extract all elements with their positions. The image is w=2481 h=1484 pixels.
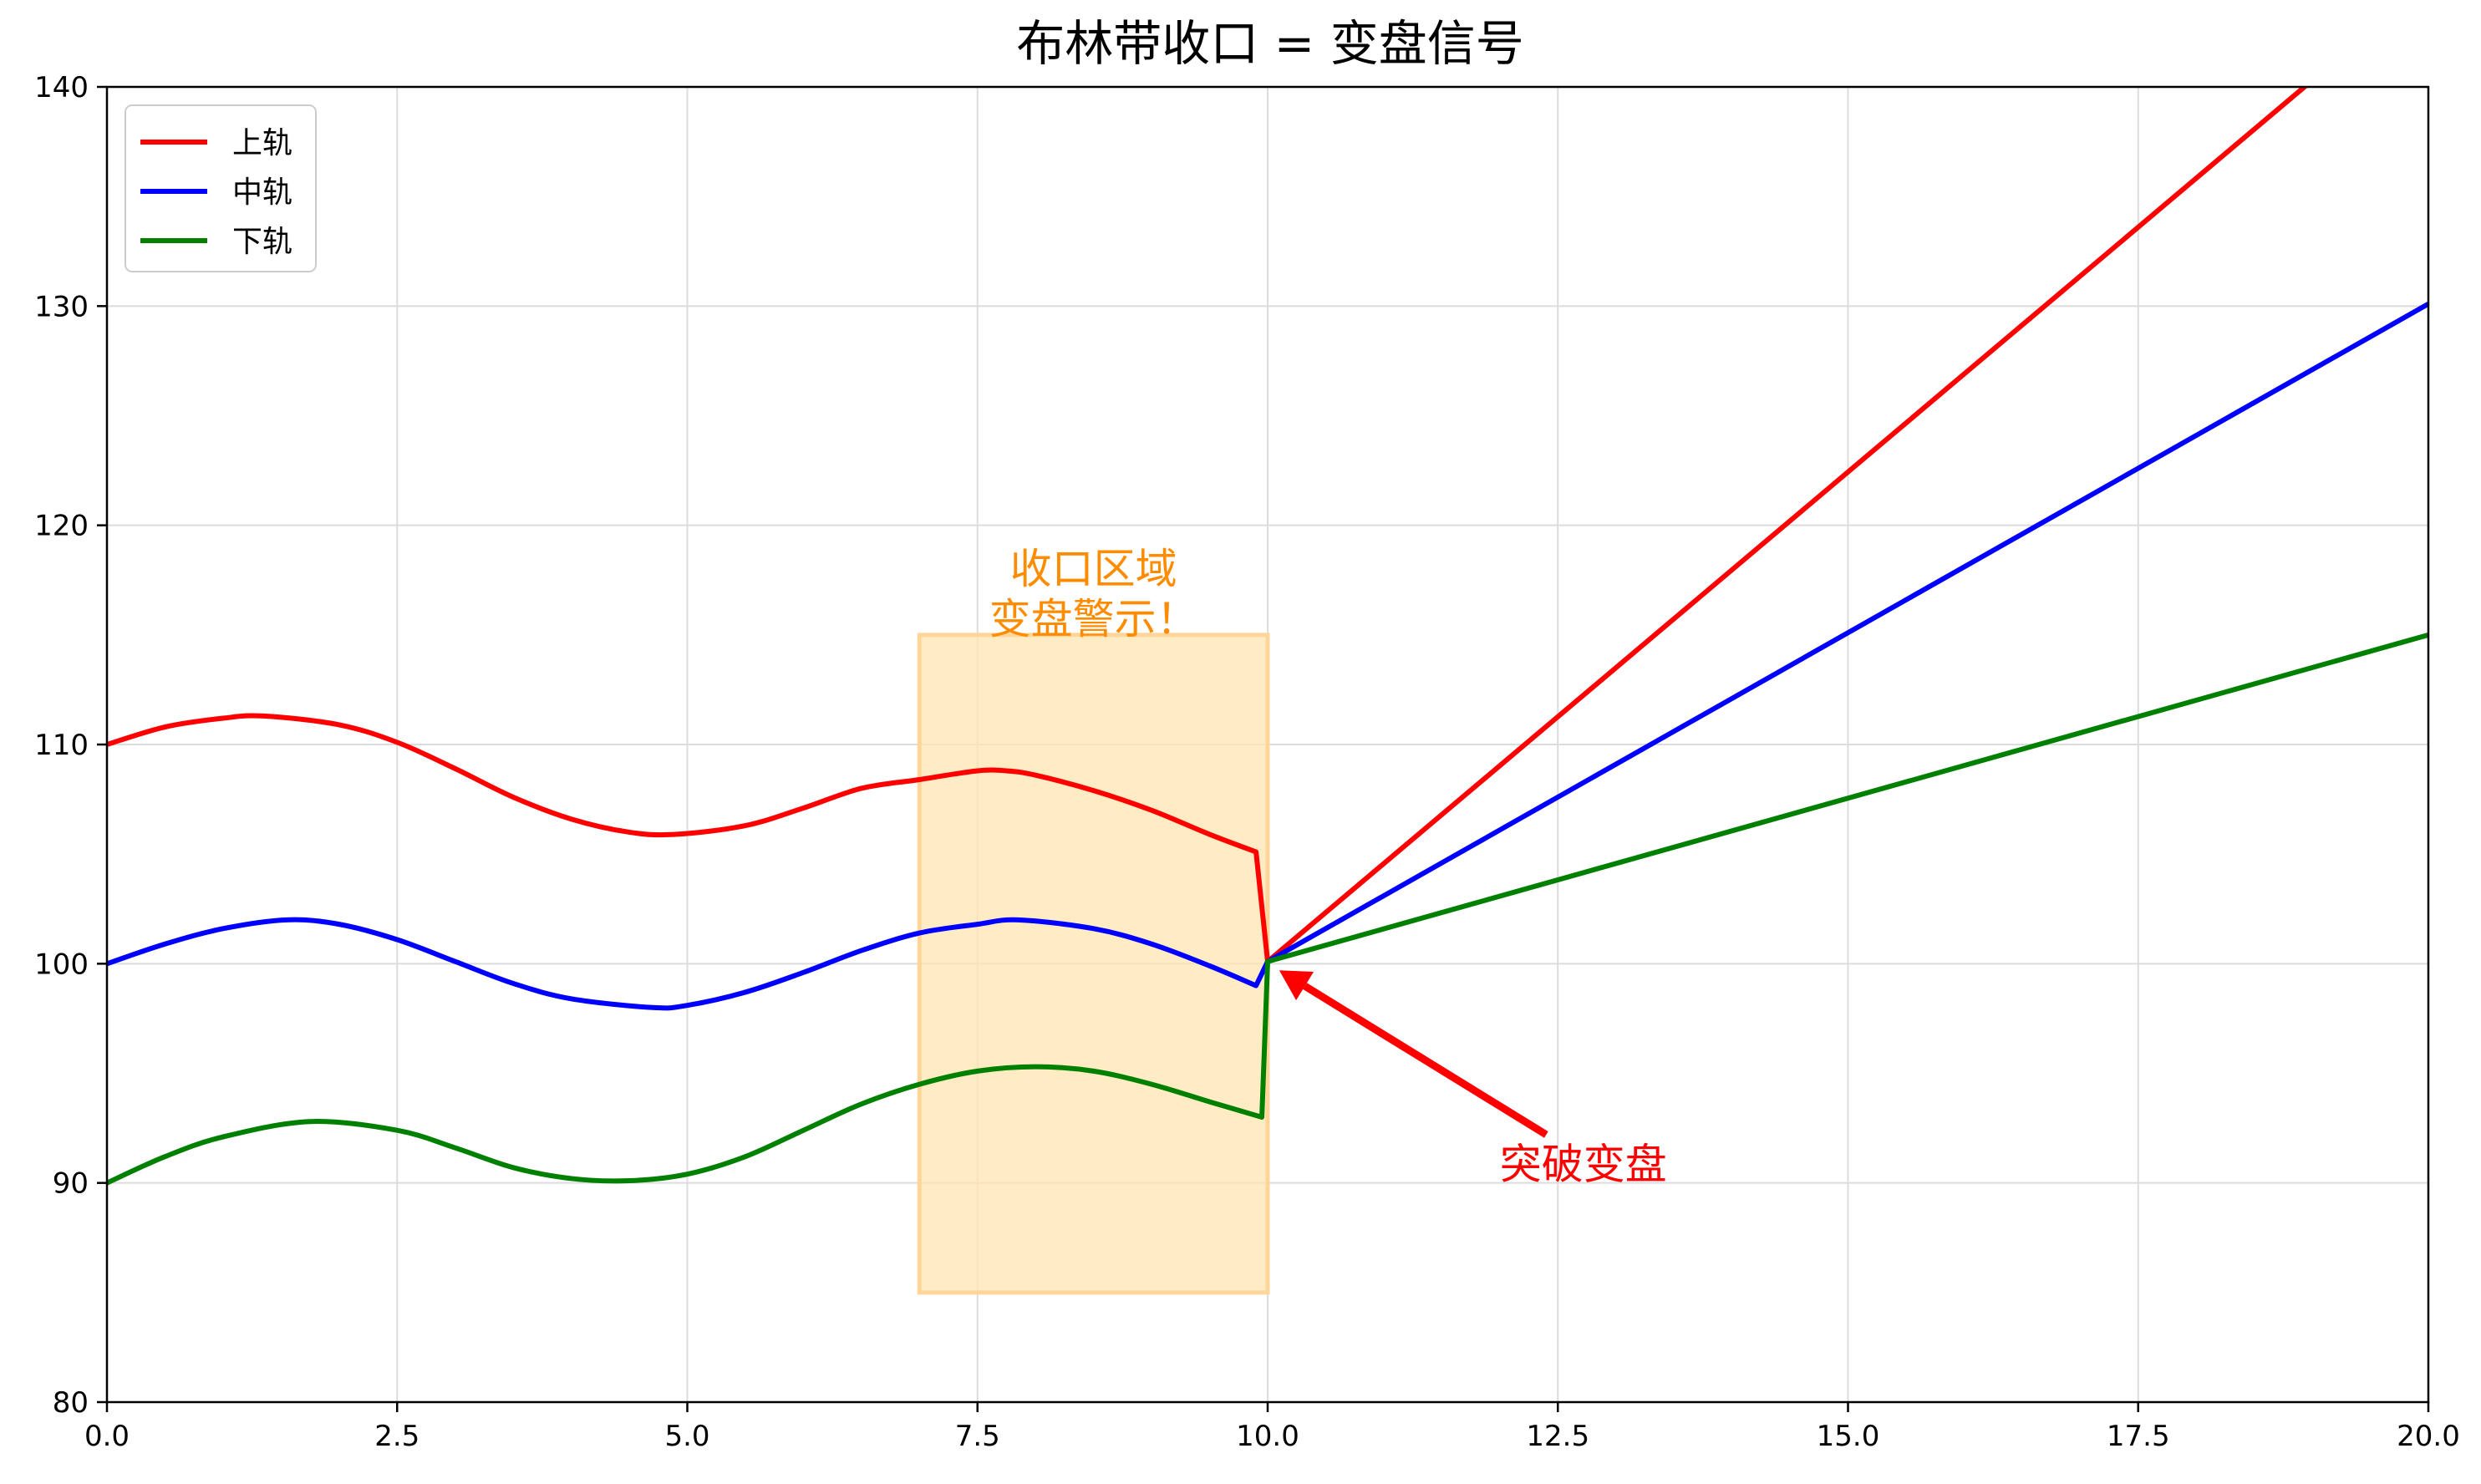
y-tick-label: 80	[53, 1386, 89, 1420]
x-tick-label: 7.5	[955, 1420, 1000, 1453]
x-tick-label: 2.5	[374, 1420, 419, 1453]
y-tick-label: 130	[34, 290, 89, 323]
y-tick-label: 100	[34, 948, 89, 981]
y-tick-label: 90	[53, 1167, 89, 1201]
breakout-arrow-head	[1279, 970, 1314, 1001]
x-tick-label: 12.5	[1526, 1420, 1589, 1453]
squeeze-region	[917, 633, 1270, 1295]
breakout-arrow-shaft	[1303, 983, 1548, 1138]
squeeze-label-line: 变盘警示！	[989, 595, 1198, 643]
legend-label: 上轨	[232, 126, 292, 160]
x-tick-label: 17.5	[2107, 1420, 2170, 1453]
axes: 0.0 2.5 5.0 7.5 10.0 12.5 15.0 17.5 20.0 80 90 100 1…	[34, 71, 2460, 1453]
x-tick-label: 15.0	[1817, 1420, 1880, 1453]
highlight-region-layer	[917, 633, 1270, 1295]
x-tick-label: 0.0	[84, 1420, 130, 1453]
legend-box	[125, 104, 317, 272]
series-line-1	[107, 301, 2428, 1011]
y-tick-label: 140	[34, 71, 89, 104]
x-tick-label: 20.0	[2397, 1420, 2460, 1453]
squeeze-label-line: 收口区域	[1010, 545, 1177, 593]
series-line-0	[107, 87, 2309, 964]
x-tick-label: 5.0	[664, 1420, 709, 1453]
chart-title: 布林带收口 = 变盘信号	[1016, 15, 1523, 72]
y-tick-label: 110	[34, 729, 89, 762]
series-line-2	[107, 632, 2428, 1186]
series-layer	[107, 87, 2428, 1186]
x-tick-label: 10.0	[1236, 1420, 1299, 1453]
y-tick-label: 120	[34, 510, 89, 543]
legend-label: 中轨	[232, 175, 292, 210]
legend-label: 下轨	[232, 225, 292, 259]
breakout-label: 突破变盘	[1500, 1140, 1667, 1188]
